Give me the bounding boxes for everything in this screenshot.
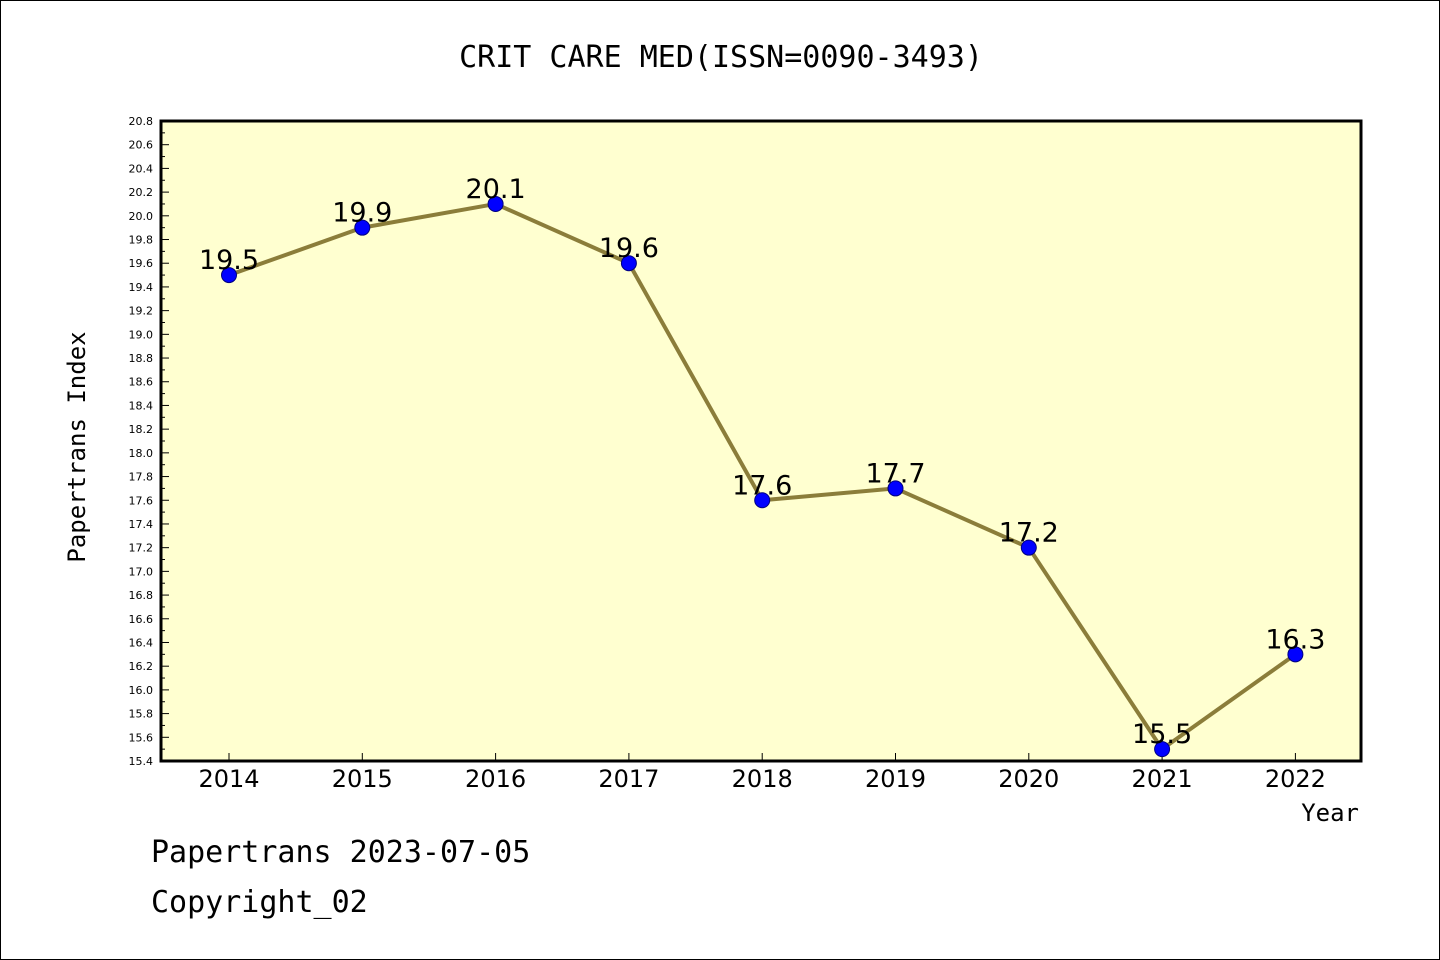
y-tick-label: 20.4 bbox=[129, 162, 154, 175]
data-label: 15.5 bbox=[1132, 719, 1192, 750]
data-label: 19.5 bbox=[199, 245, 259, 276]
data-labels: 19.5 19.9 20.1 19.6 17.6 17.7 17.2 15.5 16.3 bbox=[199, 174, 1326, 750]
data-point bbox=[221, 267, 237, 284]
series bbox=[221, 195, 1304, 758]
y-tick-label: 17.4 bbox=[129, 518, 154, 531]
y-axis-label: Papertrans Index bbox=[63, 331, 91, 562]
x-tick-label: 2021 bbox=[1132, 765, 1193, 793]
y-tick-label: 15.6 bbox=[129, 731, 154, 744]
x-tick-label: 2022 bbox=[1265, 765, 1326, 793]
y-tick-label: 18.8 bbox=[129, 352, 154, 365]
x-axis: 2014 2015 2016 2017 2018 2019 2020 2021 2022 bbox=[198, 753, 1326, 793]
y-tick-label: 20.2 bbox=[129, 186, 154, 199]
data-point bbox=[487, 195, 504, 212]
y-tick-label: 15.4 bbox=[129, 755, 154, 768]
x-tick-label: 2016 bbox=[465, 765, 526, 793]
y-tick-label: 19.8 bbox=[129, 234, 154, 247]
y-tick-label: 19.0 bbox=[129, 328, 154, 341]
y-tick-label: 16.4 bbox=[129, 636, 154, 649]
y-tick-label: 18.6 bbox=[129, 376, 154, 389]
x-tick-label: 2020 bbox=[998, 765, 1059, 793]
data-point bbox=[1154, 741, 1171, 758]
plot-frame bbox=[159, 119, 1363, 763]
data-point bbox=[354, 219, 371, 236]
x-axis-label: Year bbox=[1301, 799, 1359, 827]
footer-date: Papertrans 2023-07-05 bbox=[151, 835, 531, 870]
x-tick-label: 2018 bbox=[732, 765, 793, 793]
data-label: 17.2 bbox=[999, 518, 1059, 549]
y-tick-label: 18.0 bbox=[129, 447, 154, 460]
y-tick-label: 20.6 bbox=[129, 139, 154, 152]
y-tick-label: 16.6 bbox=[129, 613, 154, 626]
data-label: 19.6 bbox=[599, 233, 659, 264]
y-tick-label: 19.6 bbox=[129, 257, 154, 270]
data-label: 17.7 bbox=[865, 458, 925, 489]
x-tick-label: 2014 bbox=[198, 765, 259, 793]
footer-copyright: Copyright_02 bbox=[151, 885, 368, 920]
y-tick-label: 17.0 bbox=[129, 565, 154, 578]
chart-title: CRIT CARE MED(ISSN=0090-3493) bbox=[459, 40, 983, 75]
data-label: 19.9 bbox=[332, 198, 392, 229]
y-tick-label: 17.6 bbox=[129, 494, 154, 507]
y-axis: 15.4 15.6 15.8 16.0 16.2 16.4 16.6 16.8 17.0 17.2… bbox=[129, 115, 169, 768]
data-point bbox=[754, 492, 771, 509]
y-tick-label: 19.4 bbox=[129, 281, 154, 294]
data-label: 20.1 bbox=[466, 174, 526, 205]
y-tick-label: 20.0 bbox=[129, 210, 154, 223]
data-label: 17.6 bbox=[732, 470, 792, 501]
x-tick-label: 2017 bbox=[598, 765, 659, 793]
x-tick-label: 2015 bbox=[332, 765, 393, 793]
y-tick-label: 15.8 bbox=[129, 708, 154, 721]
x-tick-label: 2019 bbox=[865, 765, 926, 793]
data-label: 16.3 bbox=[1265, 624, 1325, 655]
y-tick-label: 16.8 bbox=[129, 589, 154, 602]
y-tick-label: 18.2 bbox=[129, 423, 154, 436]
data-point bbox=[620, 255, 637, 272]
y-tick-label: 19.2 bbox=[129, 305, 154, 318]
data-point bbox=[1020, 539, 1037, 556]
y-tick-label: 17.2 bbox=[129, 542, 154, 555]
data-point bbox=[887, 480, 904, 497]
y-tick-label: 18.4 bbox=[129, 399, 154, 412]
y-tick-label: 20.8 bbox=[129, 115, 154, 128]
data-point bbox=[1287, 646, 1304, 663]
y-tick-label: 16.2 bbox=[129, 660, 154, 673]
y-tick-label: 17.8 bbox=[129, 471, 154, 484]
y-tick-label: 16.0 bbox=[129, 684, 154, 697]
